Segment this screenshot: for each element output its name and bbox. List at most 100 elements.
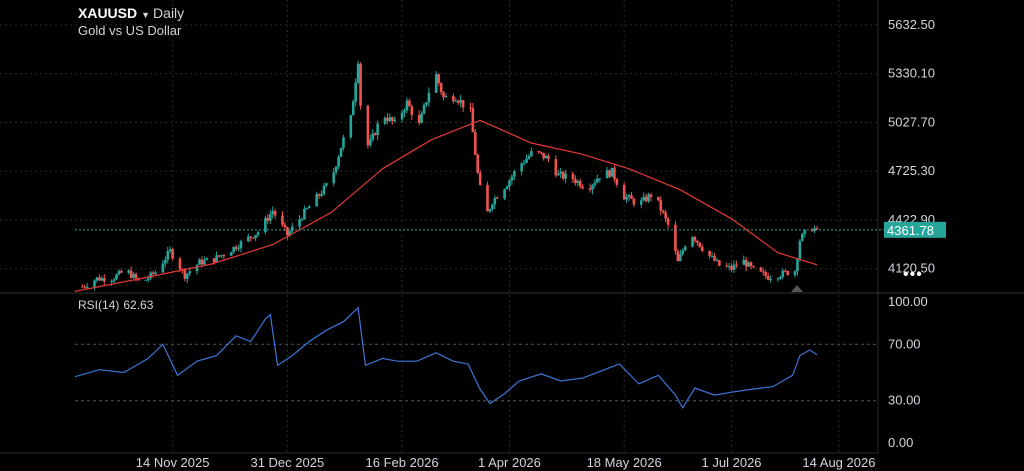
candle-body	[356, 63, 360, 83]
candle-body	[610, 167, 614, 177]
candle-body	[461, 100, 465, 108]
candle-body	[332, 172, 336, 184]
candle-body	[371, 133, 375, 140]
candle-body	[290, 226, 294, 232]
candle-body	[366, 105, 370, 146]
candle-body	[525, 158, 528, 163]
scroll-marker-icon[interactable]	[791, 285, 803, 292]
candle-body	[578, 180, 582, 187]
time-tick-label: 16 Feb 2026	[366, 455, 439, 470]
rsi-tick-label: 0.00	[888, 435, 913, 450]
candle-body	[749, 262, 753, 267]
candle-body	[522, 162, 526, 164]
candle-body	[198, 259, 201, 265]
candle-body	[127, 270, 130, 273]
candle-body	[708, 250, 711, 256]
candle-body	[234, 246, 238, 250]
candle-body	[539, 151, 543, 153]
candle-body	[112, 279, 116, 282]
candle-body	[747, 262, 750, 267]
candle-body	[613, 167, 616, 180]
symbol-label[interactable]: XAUUSD	[78, 5, 138, 21]
candle-body	[376, 123, 379, 136]
candle-body	[759, 267, 763, 272]
rsi-tick-label: 100.00	[888, 294, 928, 309]
candle-body	[151, 272, 155, 274]
candle-body	[803, 229, 807, 234]
candle-body	[542, 152, 545, 159]
candle-body	[486, 185, 489, 212]
interval-label[interactable]: Daily	[153, 5, 185, 21]
candle-body	[581, 186, 584, 189]
candle-body	[527, 155, 531, 159]
candle-body	[503, 189, 506, 199]
candle-body	[288, 231, 292, 236]
candle-body	[308, 206, 311, 209]
candle-body	[437, 74, 440, 84]
candle-body	[493, 197, 497, 205]
candle-body	[681, 250, 685, 255]
candle-body	[188, 271, 192, 274]
candle-body	[661, 210, 665, 213]
candle-body	[810, 229, 814, 232]
price-tick-label: 5027.70	[888, 114, 935, 129]
candle-body	[93, 280, 96, 287]
candle-body	[420, 113, 423, 124]
candle-body	[596, 178, 599, 183]
price-tick-label: 5330.10	[888, 66, 935, 81]
candle-body	[359, 63, 362, 106]
candle-body	[146, 278, 150, 280]
candle-body	[766, 276, 770, 280]
more-dots-icon[interactable]: •••	[903, 266, 923, 283]
candle-body	[161, 263, 165, 273]
candle-body	[452, 96, 455, 102]
candle-body	[215, 255, 218, 263]
candle-body	[281, 215, 284, 225]
candle-body	[574, 179, 577, 183]
rsi-indicator-legend[interactable]: RSI(14) 62.63	[78, 298, 153, 312]
candle-body	[110, 281, 113, 283]
candle-body	[715, 260, 719, 262]
candle-body	[83, 286, 87, 288]
candle-body	[547, 155, 550, 160]
candle-body	[793, 271, 797, 276]
candle-body	[764, 272, 768, 277]
candle-body	[95, 277, 99, 281]
candle-body	[659, 200, 663, 211]
candle-body	[700, 247, 704, 251]
time-tick-label: 31 Dec 2025	[250, 455, 324, 470]
candle-body	[625, 197, 628, 200]
candle-body	[674, 224, 677, 252]
candle-body	[212, 258, 216, 263]
candle-body	[134, 274, 138, 279]
candle-body	[268, 214, 272, 221]
candle-body	[144, 279, 148, 281]
candle-body	[691, 236, 694, 247]
candle-body	[369, 139, 372, 146]
candle-body	[696, 240, 699, 243]
rsi-tick-label: 70.00	[888, 336, 921, 351]
candle-body	[220, 255, 223, 257]
candle-body	[298, 219, 301, 227]
candle-body	[608, 170, 611, 177]
candle-body	[386, 117, 389, 121]
candle-body	[120, 270, 123, 273]
candle-body	[683, 246, 687, 251]
candle-body	[427, 92, 431, 103]
candle-body	[351, 101, 355, 116]
candle-body	[171, 249, 174, 259]
triangle-down-icon[interactable]: ▼	[141, 10, 151, 20]
candle-body	[591, 185, 594, 190]
candle-body	[488, 209, 492, 212]
candle-body	[779, 276, 782, 279]
candle-body	[264, 218, 267, 233]
candle-body	[639, 200, 643, 205]
candle-body	[251, 237, 255, 239]
candle-body	[605, 170, 609, 179]
candle-body	[393, 119, 397, 121]
candle-body	[622, 184, 626, 200]
candle-body	[444, 96, 448, 98]
candle-body	[271, 211, 274, 215]
candle-body	[657, 196, 660, 201]
